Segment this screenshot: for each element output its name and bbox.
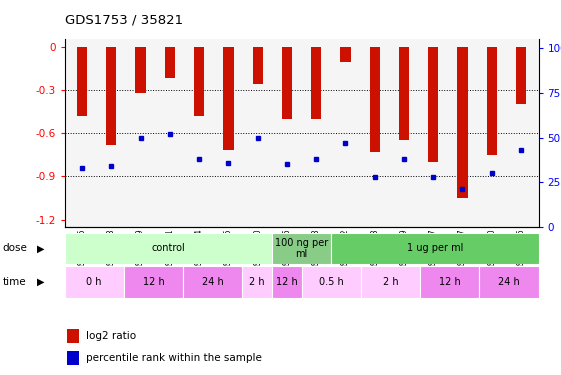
Bar bbox=[106, 46, 117, 145]
Bar bbox=[420, 266, 479, 298]
Text: 1 ug per ml: 1 ug per ml bbox=[407, 243, 463, 254]
Bar bbox=[516, 46, 526, 104]
Text: percentile rank within the sample: percentile rank within the sample bbox=[86, 353, 262, 363]
Text: ▶: ▶ bbox=[37, 277, 45, 287]
Bar bbox=[223, 46, 233, 150]
Bar bbox=[135, 46, 146, 93]
Bar bbox=[77, 46, 87, 116]
Bar bbox=[194, 46, 204, 116]
Bar bbox=[67, 351, 79, 366]
Text: 2 h: 2 h bbox=[383, 277, 398, 287]
Bar bbox=[301, 266, 361, 298]
Bar bbox=[361, 266, 420, 298]
Text: 0 h: 0 h bbox=[86, 277, 102, 287]
Bar bbox=[331, 232, 539, 264]
Bar bbox=[341, 46, 351, 63]
Bar bbox=[457, 46, 468, 198]
Text: 24 h: 24 h bbox=[202, 277, 223, 287]
Bar bbox=[67, 329, 79, 344]
Text: dose: dose bbox=[3, 243, 27, 254]
Text: log2 ratio: log2 ratio bbox=[86, 331, 136, 341]
Text: GDS1753 / 35821: GDS1753 / 35821 bbox=[65, 13, 183, 26]
Bar bbox=[486, 46, 497, 155]
Bar bbox=[183, 266, 242, 298]
Bar bbox=[272, 232, 331, 264]
Text: 12 h: 12 h bbox=[439, 277, 461, 287]
Bar bbox=[124, 266, 183, 298]
Text: ▶: ▶ bbox=[37, 243, 45, 254]
Text: 24 h: 24 h bbox=[498, 277, 520, 287]
Text: 0.5 h: 0.5 h bbox=[319, 277, 343, 287]
Bar bbox=[311, 46, 321, 119]
Bar bbox=[65, 266, 124, 298]
Text: control: control bbox=[151, 243, 185, 254]
Bar bbox=[479, 266, 539, 298]
Text: 100 ng per
ml: 100 ng per ml bbox=[275, 238, 328, 259]
Bar bbox=[399, 46, 409, 140]
Bar bbox=[252, 46, 263, 84]
Text: 2 h: 2 h bbox=[249, 277, 265, 287]
Bar bbox=[370, 46, 380, 152]
Text: time: time bbox=[3, 277, 26, 287]
Bar bbox=[272, 266, 301, 298]
Bar bbox=[428, 46, 438, 162]
Bar bbox=[165, 46, 175, 78]
Text: 12 h: 12 h bbox=[142, 277, 164, 287]
Bar bbox=[65, 232, 272, 264]
Bar bbox=[282, 46, 292, 119]
Bar bbox=[242, 266, 272, 298]
Text: 12 h: 12 h bbox=[276, 277, 297, 287]
